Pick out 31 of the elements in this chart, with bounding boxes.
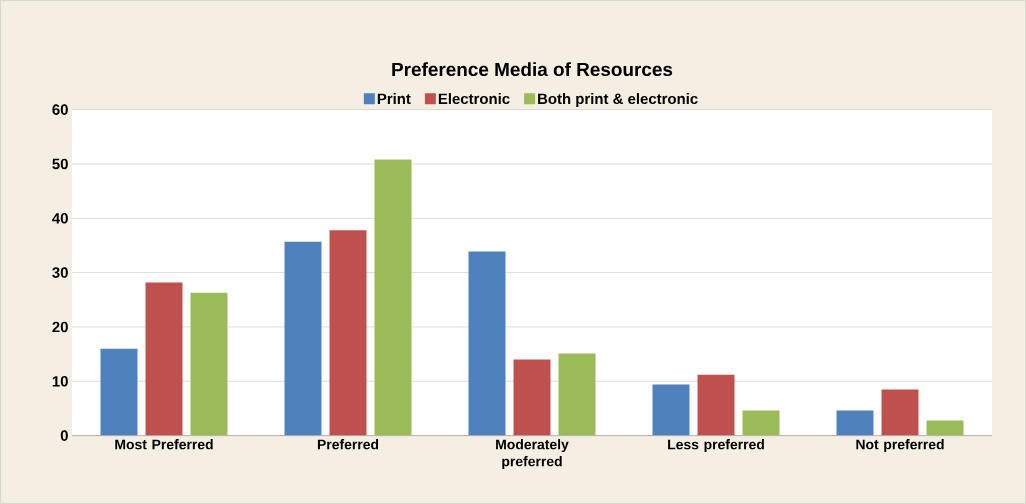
y-tick-label: 40 (52, 212, 68, 224)
bar (468, 251, 506, 436)
y-tick-label: 20 (52, 321, 68, 333)
y-tick-label: 0 (60, 430, 68, 441)
legend-label: Print (377, 93, 411, 105)
bar (558, 353, 596, 436)
bar (742, 410, 780, 436)
y-tick-label: 30 (52, 267, 68, 278)
x-tick-label: Not preferred (856, 439, 944, 453)
bar (284, 241, 322, 436)
legend-label: Electronic (438, 93, 510, 105)
bar (697, 374, 735, 436)
y-tick-label: 50 (52, 158, 68, 170)
x-tick-label: Moderately preferred (496, 439, 569, 470)
bar (881, 389, 919, 436)
y-tick-label: 60 (52, 104, 68, 115)
x-tick-label: Preferred (317, 439, 379, 450)
bar (190, 292, 228, 436)
bar (145, 282, 183, 436)
bar (100, 348, 138, 436)
chart-title: Preference Media of Resources (392, 62, 673, 77)
bar (926, 420, 964, 436)
bar (652, 384, 690, 436)
bar (513, 359, 551, 436)
y-tick-label: 10 (52, 375, 68, 387)
bar (374, 159, 412, 436)
x-tick-label: Most Preferred (115, 439, 213, 450)
legend-label: Both print & electronic (538, 93, 698, 108)
bar (836, 410, 874, 436)
x-tick-label: Less preferred (668, 439, 764, 453)
bar (329, 230, 367, 436)
